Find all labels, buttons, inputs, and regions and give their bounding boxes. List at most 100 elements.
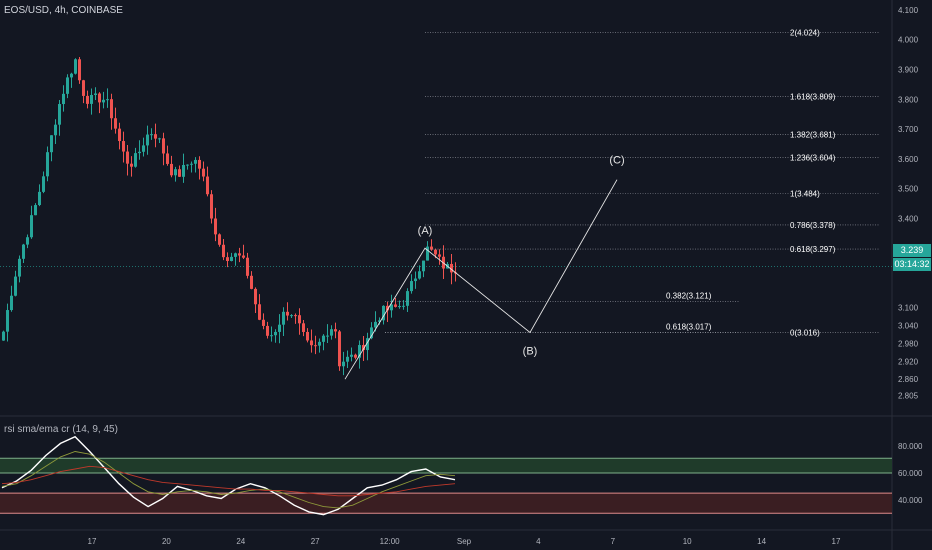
candle-body xyxy=(310,340,313,346)
axis-tick-labels: 4.100 4.000 3.900 3.800 3.700 3.600 3.500 3.400… xyxy=(88,6,923,546)
candle-body xyxy=(394,304,397,307)
candle-body xyxy=(362,345,365,351)
candle-body xyxy=(390,304,393,311)
fib-extension-label: 1.618(3.809) xyxy=(790,93,836,102)
time-tick-label: 24 xyxy=(236,537,245,546)
candle-body xyxy=(410,281,413,292)
candle-body xyxy=(174,169,177,176)
candle-body xyxy=(386,305,389,311)
candle-body xyxy=(26,237,29,245)
time-tick-label: 14 xyxy=(757,537,766,546)
candle-body xyxy=(230,256,233,262)
candle-body xyxy=(426,246,429,261)
candle-body xyxy=(158,138,161,140)
candle-body xyxy=(74,59,77,74)
rsi-tick-label: 80.000 xyxy=(898,442,923,451)
elliott-wave: (A) (B) (C) xyxy=(344,155,625,380)
candle-body xyxy=(366,338,369,351)
candle-body xyxy=(118,128,121,142)
candle-body xyxy=(178,169,181,177)
fib-retracement-label: 0.618(3.017) xyxy=(666,322,712,331)
candle-body xyxy=(218,234,221,245)
candle-body xyxy=(106,99,109,101)
fib-extension-label: 0(3.016) xyxy=(790,329,820,338)
fib-extension-label: 1(3.484) xyxy=(790,189,820,198)
rsi-tick-label: 60.000 xyxy=(898,469,923,478)
candle-body xyxy=(122,141,125,152)
candle-body xyxy=(206,176,209,195)
candle-body xyxy=(378,320,381,322)
candle-body xyxy=(146,134,149,146)
candle-body xyxy=(202,168,205,177)
price-tick-label: 2.920 xyxy=(898,357,919,366)
rsi-ema-line xyxy=(1,465,456,497)
candle-body xyxy=(422,260,425,272)
bar-countdown-badge: 03:14:32 xyxy=(893,258,931,271)
candle-body xyxy=(78,59,81,81)
candle-body xyxy=(242,255,245,258)
candle-body xyxy=(222,244,225,258)
candle-body xyxy=(210,194,213,219)
candle-body xyxy=(262,319,265,326)
candle-body xyxy=(186,164,189,166)
candle-body xyxy=(130,163,133,167)
price-tick-label: 4.000 xyxy=(898,36,919,45)
candle-body xyxy=(286,311,289,316)
price-tick-label: 3.600 xyxy=(898,155,919,164)
fib-extension-label: 1.382(3.681) xyxy=(790,131,836,140)
candle-body xyxy=(346,356,349,362)
candle-body xyxy=(30,215,33,238)
time-tick-label: 10 xyxy=(683,537,692,546)
candle-body xyxy=(138,151,141,154)
candle-body xyxy=(182,165,185,177)
candle-body xyxy=(170,163,173,176)
candle-body xyxy=(326,335,329,337)
candle-body xyxy=(142,145,145,152)
candle-body xyxy=(414,278,417,282)
candle-body xyxy=(398,306,401,308)
candle-body xyxy=(194,159,197,164)
time-tick-label: 4 xyxy=(536,537,541,546)
candle-body xyxy=(134,153,137,167)
candle-body xyxy=(82,80,85,96)
candle-body xyxy=(278,324,281,332)
candle-body xyxy=(34,205,37,216)
candle-body xyxy=(42,176,45,192)
candle-body xyxy=(70,73,73,78)
time-tick-label: 27 xyxy=(311,537,320,546)
candle-body xyxy=(10,295,13,311)
candle-body xyxy=(374,321,377,328)
candle-body xyxy=(250,275,253,289)
fib-extension-label: 1.236(3.604) xyxy=(790,154,836,163)
wave-path xyxy=(344,179,618,380)
price-tick-label: 3.500 xyxy=(898,185,919,194)
candlestick-series xyxy=(2,57,457,376)
price-tick-label: 4.100 xyxy=(898,6,919,15)
price-tick-label: 3.800 xyxy=(898,95,919,104)
candle-body xyxy=(258,304,261,320)
price-tick-label: 3.400 xyxy=(898,214,919,223)
candle-body xyxy=(290,315,293,317)
candle-body xyxy=(18,258,21,277)
price-tick-label: 3.900 xyxy=(898,66,919,75)
rsi-tick-label: 40.000 xyxy=(898,496,923,505)
candle-body xyxy=(246,257,249,276)
candle-body xyxy=(90,94,93,104)
fib-retracement-label: 0.382(3.121) xyxy=(666,291,712,300)
rsi-band xyxy=(0,493,892,514)
candle-body xyxy=(102,99,105,103)
candle-body xyxy=(234,253,237,257)
candle-body xyxy=(402,305,405,307)
rsi-band xyxy=(0,458,892,473)
chart-title: EOS/USD, 4h, COINBASE xyxy=(4,5,123,16)
last-price-badge: 3.239 xyxy=(893,244,931,257)
candle-body xyxy=(382,305,385,321)
candle-body xyxy=(430,246,433,250)
candle-body xyxy=(54,124,57,136)
candle-body xyxy=(86,95,89,104)
candle-body xyxy=(214,218,217,235)
rsi-indicator-title: rsi sma/ema cr (14, 9, 45) xyxy=(4,424,118,435)
rsi-bands xyxy=(0,457,892,514)
candle-body xyxy=(126,151,129,164)
